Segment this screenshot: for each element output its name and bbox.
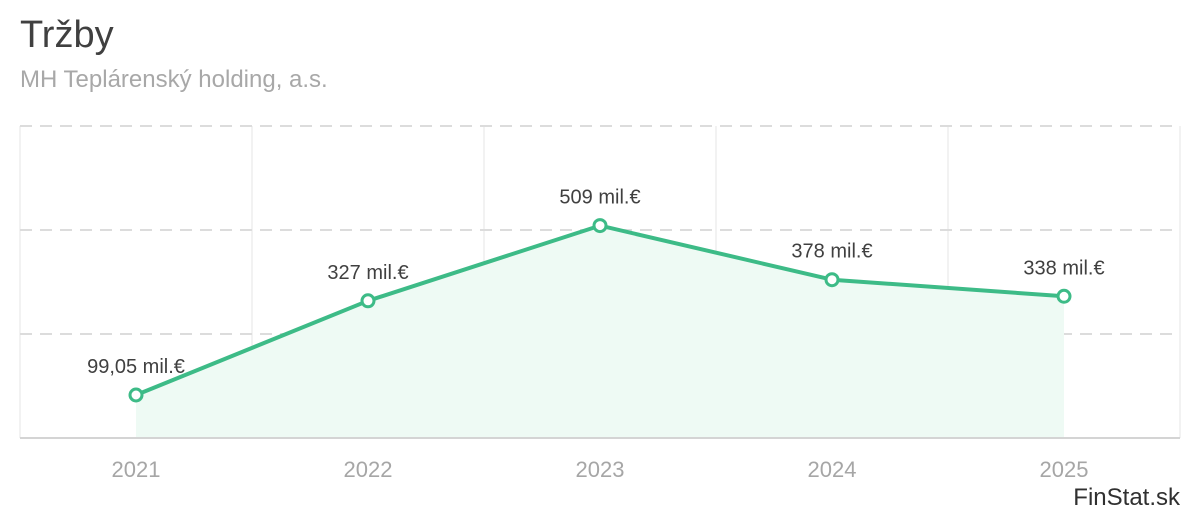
x-tick-label: 2025 — [1040, 457, 1089, 482]
x-tick-label: 2024 — [808, 457, 857, 482]
data-label: 99,05 mil.€ — [87, 356, 185, 378]
chart-subtitle: MH Teplárenský holding, a.s. — [20, 66, 328, 93]
chart-title: Tržby — [20, 14, 114, 56]
x-tick-label: 2021 — [112, 457, 161, 482]
data-point[interactable] — [360, 293, 376, 309]
finstat-logo[interactable]: FinStat.sk — [1073, 484, 1180, 511]
data-label: 378 mil.€ — [791, 241, 872, 263]
data-label: 509 mil.€ — [559, 187, 640, 209]
series-area — [136, 225, 1064, 438]
data-point[interactable] — [1056, 288, 1072, 304]
data-point[interactable] — [592, 218, 608, 234]
x-tick-label: 2023 — [576, 457, 625, 482]
data-label: 327 mil.€ — [327, 262, 408, 284]
data-point[interactable] — [128, 387, 144, 403]
data-label: 338 mil.€ — [1023, 257, 1104, 279]
x-tick-label: 2022 — [344, 457, 393, 482]
data-point[interactable] — [824, 272, 840, 288]
